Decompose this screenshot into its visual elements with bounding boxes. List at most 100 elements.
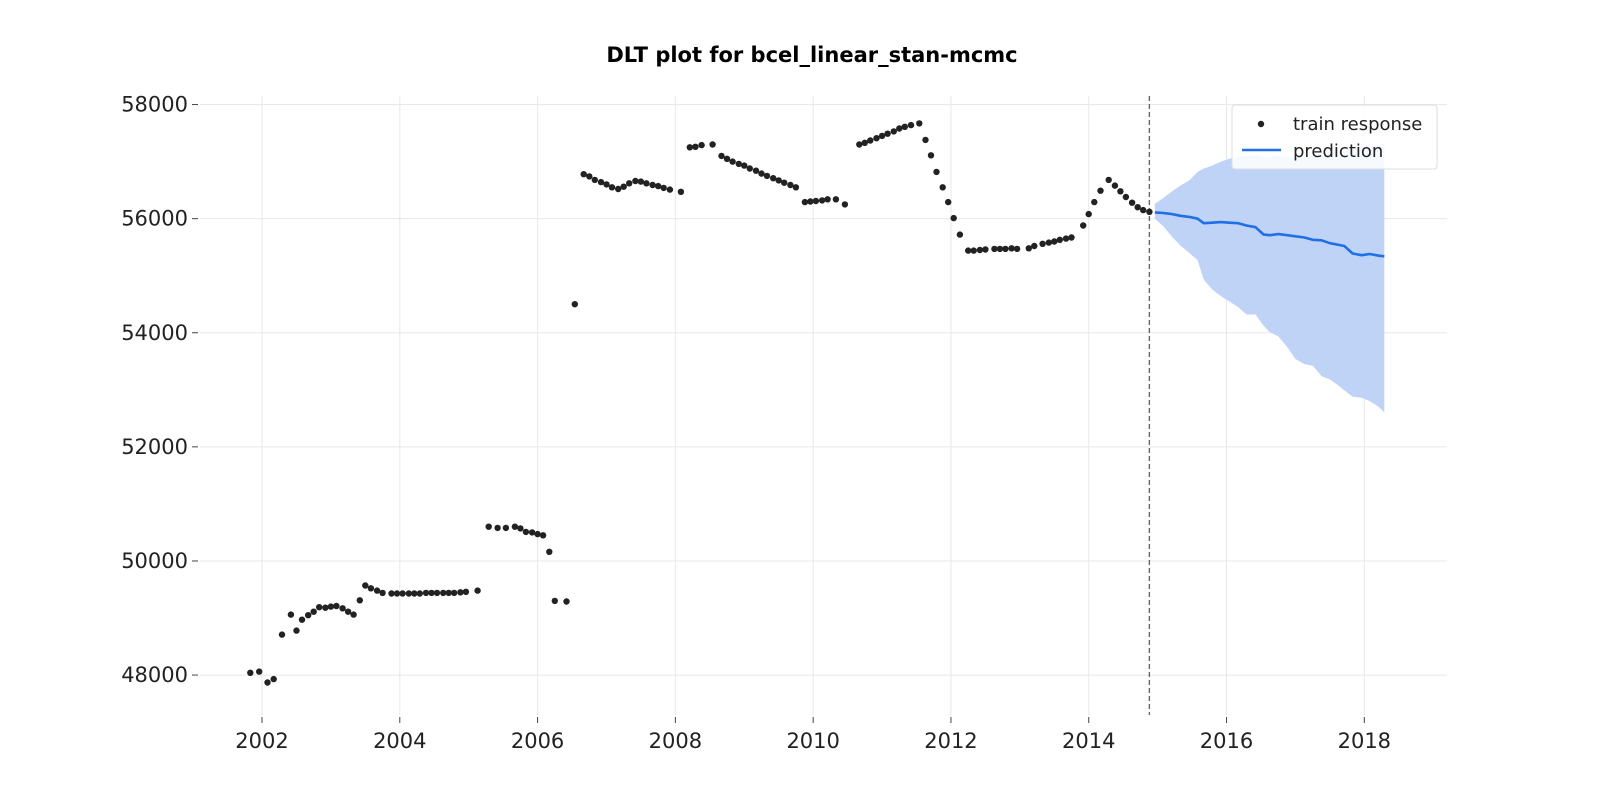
train-response-point — [298, 616, 306, 623]
train-response-point — [440, 589, 447, 597]
train-response-point — [735, 160, 742, 168]
train-response-point — [502, 524, 510, 532]
train-response-point — [428, 589, 435, 597]
train-response-point — [411, 590, 418, 597]
train-response-point — [457, 589, 464, 596]
train-response-point — [867, 137, 874, 144]
train-response-point — [982, 246, 989, 253]
train-response-point — [608, 184, 616, 191]
train-response-point — [812, 197, 820, 205]
train-response-point — [991, 245, 998, 253]
train-response-point — [861, 139, 868, 146]
train-response-point — [305, 612, 312, 619]
train-response-point — [591, 176, 598, 184]
grid-lines — [200, 96, 1447, 715]
train-response-point — [433, 589, 441, 597]
y-axis: 48000 50000 52000 54000 56000 58000 — [121, 93, 198, 687]
train-response-point — [462, 588, 470, 595]
train-response-point — [474, 587, 481, 594]
train-response-point — [660, 184, 667, 192]
legend-box — [1231, 104, 1438, 170]
train-response-point — [256, 668, 263, 675]
train-response-point — [878, 132, 886, 140]
train-response-point — [379, 589, 386, 597]
x-tick-label: 2006 — [511, 729, 564, 753]
train-response-point — [976, 246, 984, 254]
train-response-point — [1117, 188, 1124, 195]
train-response-point — [1085, 210, 1092, 218]
train-response-point — [287, 611, 295, 618]
train-response-point — [1091, 198, 1098, 206]
train-response-point — [322, 604, 329, 611]
train-response-point — [763, 172, 771, 180]
train-response-point — [373, 587, 381, 594]
train-response-points — [247, 120, 1153, 686]
train-response-point — [922, 136, 929, 144]
train-response-point — [916, 120, 923, 127]
prediction-line-group — [1154, 211, 1385, 258]
prediction-interval-area — [1154, 143, 1385, 413]
train-response-point — [741, 162, 748, 169]
train-response-point — [517, 525, 524, 532]
train-response-point — [356, 597, 363, 604]
train-response-point — [945, 198, 952, 206]
train-response-point — [405, 590, 412, 597]
train-response-point — [416, 590, 423, 597]
train-response-point — [896, 125, 903, 132]
train-response-point — [563, 598, 570, 605]
train-response-point — [1008, 245, 1015, 252]
train-response-point — [522, 528, 530, 536]
train-response-point — [686, 144, 693, 151]
train-response-point — [1045, 239, 1053, 246]
train-response-point — [933, 168, 940, 176]
x-tick-label: 2008 — [649, 729, 702, 753]
train-response-point — [1025, 245, 1033, 252]
y-tick-label: 50000 — [121, 549, 188, 573]
train-response-point — [422, 589, 430, 597]
legend: train response prediction — [1231, 104, 1438, 170]
train-response-point — [278, 631, 286, 638]
train-response-point — [546, 548, 553, 555]
train-response-point — [1140, 206, 1147, 214]
train-response-point — [445, 589, 452, 597]
train-response-point — [698, 141, 705, 149]
x-tick-label: 2012 — [924, 729, 977, 753]
train-response-point — [775, 177, 782, 184]
train-response-point — [677, 188, 685, 195]
train-response-point — [597, 178, 605, 186]
train-response-point — [264, 679, 271, 686]
train-response-point — [586, 173, 593, 180]
train-response-point — [787, 181, 794, 189]
train-response-point — [270, 675, 277, 683]
y-tick-label: 48000 — [121, 663, 188, 687]
train-response-point — [534, 530, 541, 538]
train-response-point — [528, 529, 536, 536]
train-response-point — [927, 152, 935, 159]
train-response-point — [752, 167, 760, 174]
train-response-point — [367, 585, 375, 592]
train-response-point — [1146, 208, 1153, 215]
legend-marker-train-response — [1257, 120, 1265, 128]
train-response-point — [965, 247, 972, 254]
train-response-point — [551, 597, 558, 605]
train-response-point — [718, 152, 725, 160]
train-response-point — [327, 603, 335, 610]
train-response-point — [1080, 222, 1087, 229]
train-response-point — [873, 135, 880, 142]
train-response-point — [362, 582, 369, 589]
train-response-point — [339, 605, 346, 612]
train-response-point — [758, 170, 765, 177]
train-response-point — [970, 247, 977, 254]
train-response-point — [632, 177, 639, 185]
train-response-point — [1056, 236, 1064, 243]
train-response-point — [1122, 193, 1130, 201]
legend-label-prediction: prediction — [1293, 141, 1383, 162]
train-response-point — [393, 590, 401, 597]
train-response-point — [890, 128, 897, 135]
train-response-point — [709, 141, 716, 148]
train-response-point — [1097, 187, 1104, 194]
train-response-point — [310, 608, 317, 615]
train-response-point — [637, 178, 645, 185]
train-response-point — [746, 165, 753, 172]
train-response-point — [856, 141, 863, 148]
